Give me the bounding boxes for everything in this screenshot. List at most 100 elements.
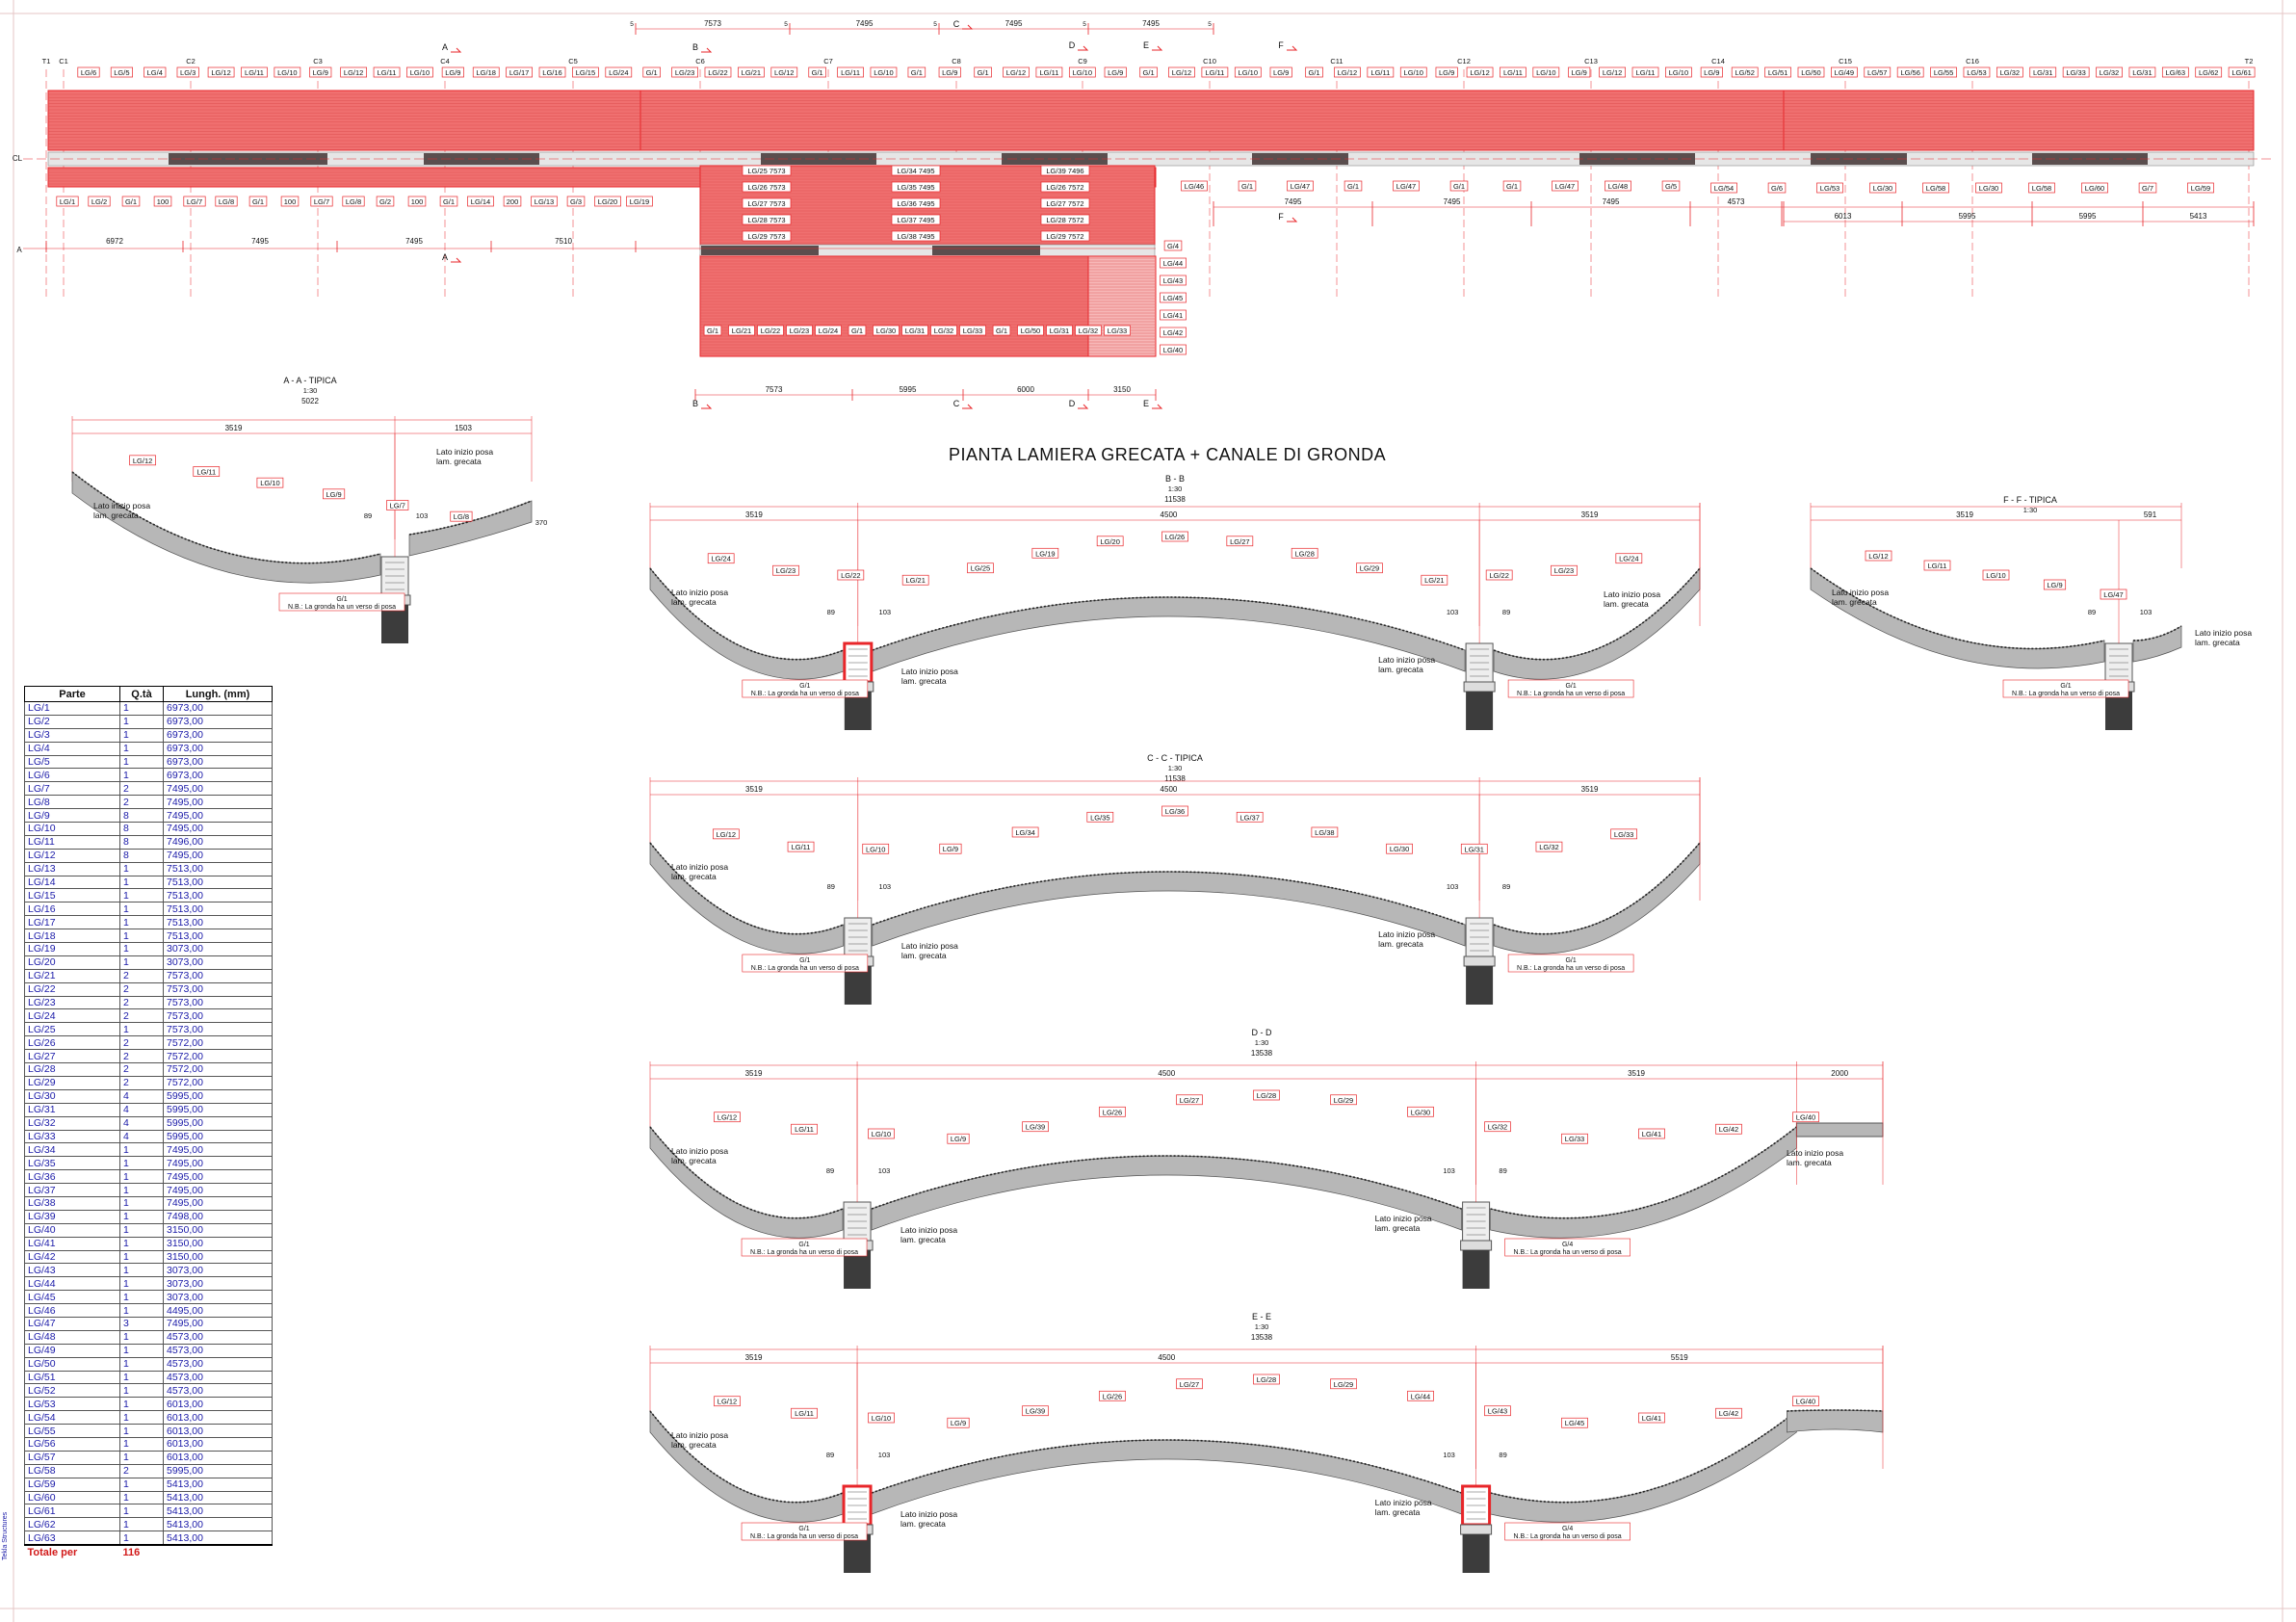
part-tag-label: LG/33 — [2066, 68, 2085, 77]
part-tag-box — [1226, 536, 1254, 547]
part-tag: LG/54 — [1710, 182, 1737, 194]
dimension-value: 3150 — [1113, 385, 1131, 394]
part-tag-label: LG/12 — [717, 830, 736, 839]
part-tag-label: LG/12 — [211, 68, 230, 77]
grid-label: C1 — [59, 57, 68, 65]
section-arrow — [1287, 217, 1298, 222]
section-scale: 1:30 — [1168, 764, 1183, 772]
part-tag: LG/27 — [1176, 1378, 1203, 1390]
dimension-value: 7495 — [1603, 197, 1620, 206]
part-tag-box — [1610, 828, 1638, 840]
part-tag-label: LG/40 — [1796, 1398, 1815, 1406]
part-tag: G/1 — [642, 66, 661, 78]
part-tag: LG/38 — [1311, 826, 1339, 838]
part-tag-box — [1031, 547, 1059, 559]
total-value: 116 — [119, 1544, 164, 1558]
table-cell-len: 6973,00 — [163, 701, 273, 716]
table-cell-len: 4573,00 — [163, 1329, 273, 1345]
table-row: LG/51 1 4573,00 — [24, 1370, 273, 1385]
section-marker: F — [1278, 40, 1284, 50]
part-tag-box — [376, 196, 395, 207]
table-row: LG/62 1 5413,00 — [24, 1517, 273, 1532]
dimension-value: 4573 — [1728, 197, 1745, 206]
gutter-note-text: N.B.: La gronda ha un verso di posa — [750, 1249, 858, 1256]
part-tag-box — [992, 325, 1011, 336]
part-tag-box — [323, 488, 346, 500]
part-tag-label: LG/10 — [1986, 571, 2005, 580]
part-tag-label: LG/39 7496 — [1046, 167, 1083, 175]
table-cell-part: LG/40 — [24, 1222, 120, 1238]
part-tag-label: LG/39 — [1026, 1123, 1045, 1132]
part-tag-box — [1449, 180, 1469, 192]
part-tag-label: LG/27 — [1230, 537, 1249, 546]
corrugated-sheet — [71, 471, 381, 564]
table-row: LG/23 2 7573,00 — [24, 995, 273, 1010]
dimension-value: 5995 — [1959, 212, 1976, 221]
part-tag-label: LG/12 — [133, 457, 152, 465]
part-tag-label: LG/24 — [609, 68, 628, 77]
axis-label: A — [16, 246, 22, 254]
part-tag-box — [1176, 1094, 1203, 1106]
part-tag-box — [1715, 1407, 1742, 1419]
part-tag-box — [1003, 66, 1030, 78]
section-marker: E — [1143, 40, 1149, 50]
part-tag-label: LG/33 — [1565, 1135, 1584, 1143]
grid-label: C11 — [1330, 57, 1343, 65]
part-tag: LG/9 — [441, 66, 464, 78]
part-tag-label: LG/42 — [1163, 328, 1183, 337]
part-tag-label: LG/9 — [1273, 68, 1289, 77]
gap-dimension: 89 — [364, 511, 372, 520]
table-cell-qta: 2 — [119, 1008, 164, 1024]
part-tag-label: LG/10 — [872, 1414, 891, 1423]
table-row: LG/61 1 5413,00 — [24, 1504, 273, 1519]
part-tag-box — [1099, 1106, 1126, 1117]
table-cell-qta: 1 — [119, 1450, 164, 1465]
axis-label: CL — [13, 154, 23, 163]
part-tag-box — [907, 66, 926, 78]
part-tag-label: LG/62 — [2199, 68, 2218, 77]
dimension-tick-label: 5 — [933, 21, 937, 28]
part-tag-label: LG/37 7495 — [897, 216, 934, 224]
part-tag: LG/37 7495 — [891, 214, 941, 225]
part-tag: LG/9 — [2043, 579, 2067, 590]
table-row: LG/43 1 3073,00 — [24, 1263, 273, 1278]
note-line: lam. grecata — [93, 510, 139, 520]
part-tag: LG/30 — [1975, 182, 2002, 194]
part-tag: G/1 — [439, 196, 458, 207]
part-tag-box — [56, 196, 79, 207]
part-tag-label: LG/19 — [630, 197, 649, 206]
part-tag-box — [1234, 66, 1262, 78]
part-tag-label: LG/53 — [1820, 184, 1839, 193]
part-tag-box — [2096, 66, 2123, 78]
gutter-note: G/1N.B.: La gronda ha un verso di posa — [2002, 679, 2129, 698]
note-line: lam. grecata — [436, 457, 482, 466]
part-tag-box — [439, 196, 458, 207]
part-tag-label: LG/11 — [378, 68, 397, 77]
table-cell-qta: 8 — [119, 822, 164, 836]
table-cell-qta: 8 — [119, 848, 164, 863]
part-tag-label: LG/12 — [1470, 68, 1489, 77]
dimension-tick-label: 5 — [1208, 21, 1212, 28]
table-cell-part: LG/21 — [24, 968, 120, 983]
part-tag-box — [1631, 66, 1659, 78]
part-tag-box — [742, 181, 792, 193]
part-tag-box — [1869, 182, 1896, 194]
part-tag-box — [707, 553, 735, 564]
section-marker: D — [1069, 40, 1076, 50]
part-tag-box — [215, 196, 238, 207]
part-tag-box — [1161, 531, 1188, 542]
part-tag: LG/52 — [1731, 66, 1759, 78]
part-tag: LG/30 — [1869, 182, 1896, 194]
part-tag-box — [1046, 325, 1073, 336]
table-cell-len: 7495,00 — [163, 1156, 273, 1171]
table-cell-qta: 1 — [119, 1410, 164, 1426]
table-cell-part: LG/30 — [24, 1088, 120, 1104]
part-tag: LG/40 — [1792, 1112, 1819, 1123]
part-tag: LG/20 — [1096, 536, 1124, 547]
part-tag: LG/8 — [215, 196, 238, 207]
part-tag-label: LG/45 — [1565, 1419, 1584, 1427]
part-tag: LG/32 — [2096, 66, 2123, 78]
part-tag: LG/24 — [605, 66, 633, 78]
table-row: LG/46 1 4495,00 — [24, 1303, 273, 1318]
